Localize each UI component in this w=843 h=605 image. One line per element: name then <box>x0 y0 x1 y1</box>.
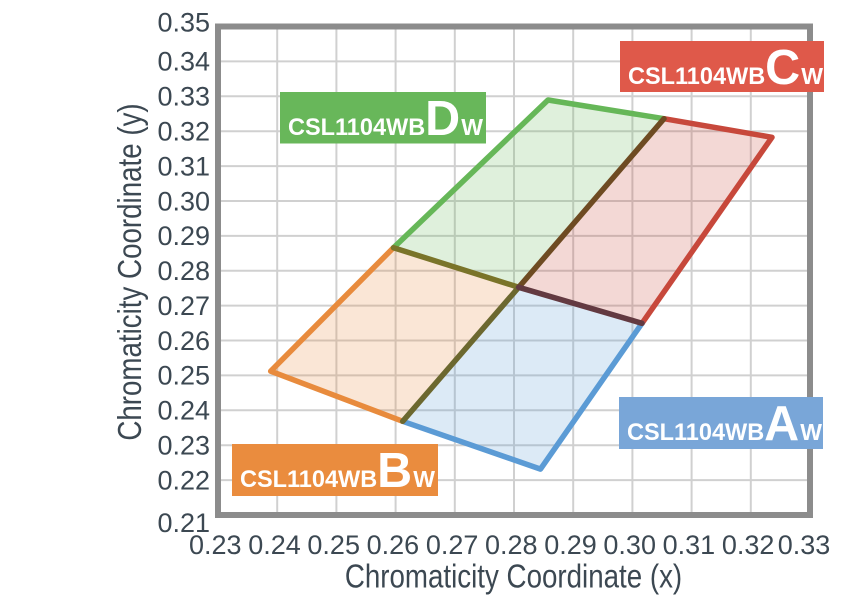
svg-text:0.34: 0.34 <box>157 47 210 77</box>
svg-text:0.30: 0.30 <box>157 186 210 216</box>
svg-text:0.30: 0.30 <box>603 530 656 560</box>
svg-text:0.24: 0.24 <box>157 396 210 426</box>
svg-text:0.31: 0.31 <box>157 151 210 181</box>
svg-text:0.24: 0.24 <box>248 530 301 560</box>
svg-text:0.23: 0.23 <box>157 431 210 461</box>
svg-text:0.27: 0.27 <box>426 530 479 560</box>
svg-text:0.27: 0.27 <box>157 291 210 321</box>
svg-text:0.28: 0.28 <box>485 530 538 560</box>
svg-text:0.25: 0.25 <box>307 530 360 560</box>
svg-text:0.28: 0.28 <box>157 256 210 286</box>
svg-text:0.33: 0.33 <box>157 82 210 112</box>
svg-text:0.32: 0.32 <box>157 117 210 147</box>
svg-text:0.26: 0.26 <box>367 530 420 560</box>
svg-text:0.31: 0.31 <box>663 530 716 560</box>
svg-text:0.21: 0.21 <box>157 508 210 538</box>
svg-text:0.35: 0.35 <box>157 7 210 37</box>
svg-text:0.33: 0.33 <box>778 530 831 560</box>
svg-text:Chromaticity Coordinate (x): Chromaticity Coordinate (x) <box>345 558 682 595</box>
svg-text:Chromaticity Coordinate (y): Chromaticity Coordinate (y) <box>112 103 149 440</box>
svg-text:CSL1104WBBW: CSL1104WBBW <box>240 444 435 499</box>
svg-text:0.23: 0.23 <box>189 530 242 560</box>
svg-text:0.25: 0.25 <box>157 361 210 391</box>
svg-text:0.29: 0.29 <box>544 530 597 560</box>
svg-text:0.29: 0.29 <box>157 221 210 251</box>
svg-text:0.32: 0.32 <box>722 530 775 560</box>
svg-text:0.22: 0.22 <box>157 465 210 495</box>
svg-text:0.26: 0.26 <box>157 326 210 356</box>
